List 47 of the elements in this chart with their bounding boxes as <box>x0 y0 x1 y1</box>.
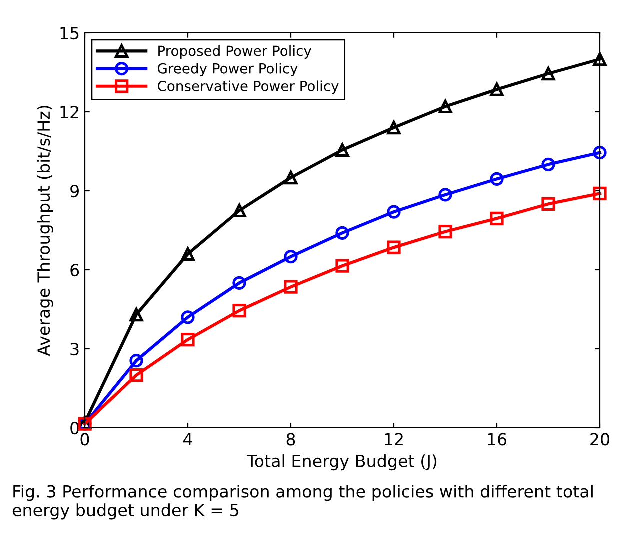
point <box>232 204 246 218</box>
point <box>542 197 556 211</box>
y-tick-label: 6 <box>70 264 80 277</box>
point <box>181 310 195 324</box>
point <box>336 259 350 273</box>
point <box>232 276 246 290</box>
caption: Fig. 3 Performance comparison among the policies with different total energy budget under K = 5 <box>12 485 593 520</box>
legend-label: Conservative Power Policy <box>158 80 339 94</box>
point <box>284 250 298 264</box>
point <box>336 226 350 240</box>
y-tick-label: 12 <box>60 106 78 118</box>
y-tick-label: 3 <box>70 342 79 356</box>
point <box>336 143 350 157</box>
point <box>387 120 401 135</box>
legend-label: Proposed Power Policy <box>158 46 312 59</box>
point <box>232 304 246 318</box>
point <box>130 354 144 368</box>
x-tick-label: 16 <box>488 433 507 446</box>
point <box>284 171 298 185</box>
point <box>181 332 195 347</box>
point <box>130 368 144 382</box>
y-axis-title: Average Throughput (bit/s/Hz) <box>37 106 54 356</box>
point <box>542 67 556 81</box>
point <box>130 308 144 322</box>
x-tick-label: 4 <box>184 433 192 446</box>
point <box>593 186 607 200</box>
point <box>490 212 504 226</box>
x-tick-label: 20 <box>590 433 610 446</box>
point <box>593 52 607 66</box>
point <box>387 205 401 219</box>
x-tick-label: 0 <box>80 433 90 446</box>
point <box>284 280 298 294</box>
x-tick-label: 12 <box>385 433 403 446</box>
y-tick-label: 15 <box>60 27 79 40</box>
x-tick-label: 8 <box>286 433 296 446</box>
point <box>438 188 452 202</box>
y-tick-label: 9 <box>70 184 79 198</box>
point <box>490 82 504 96</box>
point <box>181 247 195 262</box>
point <box>542 158 556 172</box>
point <box>438 225 452 239</box>
point <box>593 146 607 160</box>
legend-label: Greedy Power Policy <box>158 63 298 77</box>
x-axis-title: Total Energy Budget (J) <box>246 454 437 471</box>
point <box>490 172 504 186</box>
point <box>387 240 401 254</box>
point <box>438 100 452 114</box>
